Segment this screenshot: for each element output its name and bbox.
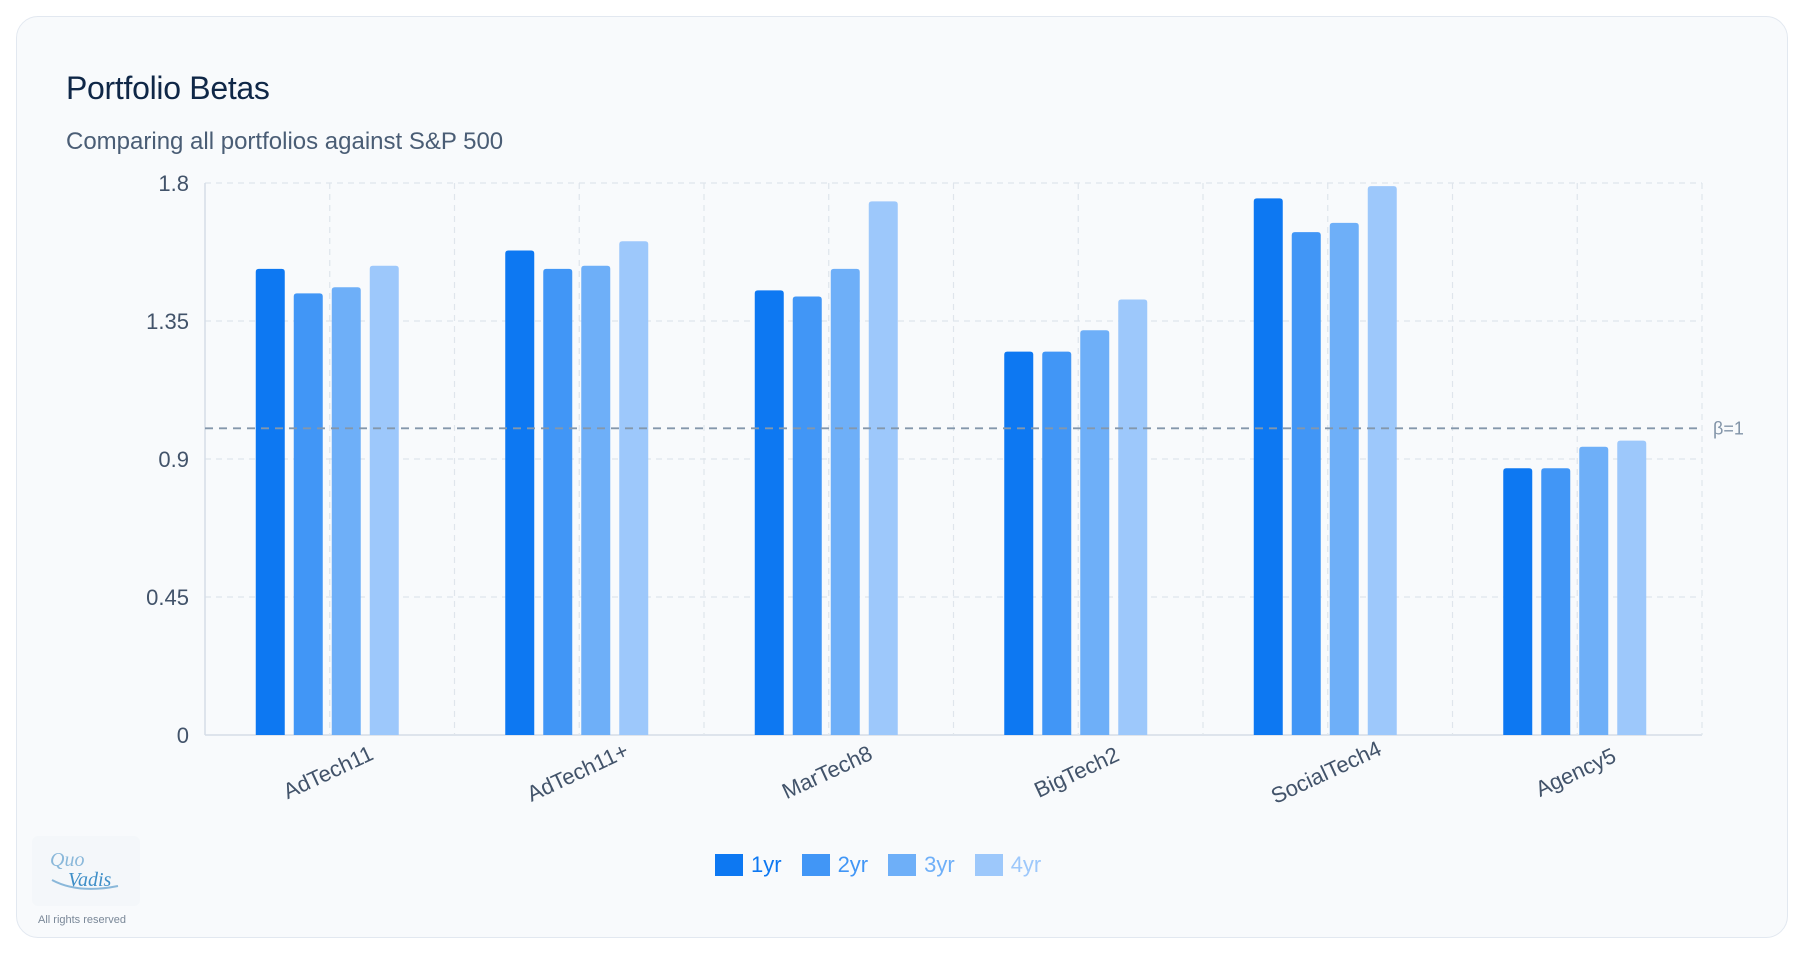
- legend-item-4yr[interactable]: 4yr: [974, 852, 1042, 878]
- bar-3yr-socialtech4[interactable]: [1329, 222, 1359, 735]
- legend-item-2yr[interactable]: 2yr: [801, 852, 869, 878]
- bar-1yr-bigtech2[interactable]: [1004, 351, 1034, 735]
- bar-3yr-bigtech2[interactable]: [1080, 330, 1110, 735]
- bar-2yr-agency5[interactable]: [1541, 468, 1571, 735]
- x-tick-label: AdTech11+: [523, 738, 632, 807]
- x-tick-label: Agency5: [1532, 743, 1620, 802]
- legend-label: 4yr: [1010, 852, 1042, 877]
- y-tick-label: 0.9: [158, 447, 189, 472]
- bar-3yr-martech8[interactable]: [830, 268, 860, 735]
- bar-series: [255, 186, 1647, 736]
- bar-4yr-bigtech2[interactable]: [1118, 299, 1148, 735]
- logo-text-vadis: Vadis: [68, 869, 112, 891]
- beta-reference-label: β=1: [1713, 418, 1744, 438]
- bar-1yr-adtech11[interactable]: [505, 250, 535, 735]
- bar-1yr-adtech11[interactable]: [255, 268, 285, 735]
- rights-text: All rights reserved: [38, 914, 127, 926]
- bar-1yr-martech8[interactable]: [754, 290, 784, 735]
- grid-lines: [204, 182, 1703, 736]
- reference-line-group: β=1: [205, 418, 1744, 438]
- chart-subtitle: Comparing all portfolios against S&P 500: [66, 128, 504, 155]
- bar-2yr-martech8[interactable]: [792, 296, 822, 735]
- bar-4yr-agency5[interactable]: [1617, 440, 1647, 735]
- bar-3yr-adtech11[interactable]: [581, 265, 611, 735]
- legend-label: 3yr: [924, 852, 955, 877]
- bar-1yr-socialtech4[interactable]: [1253, 198, 1283, 736]
- x-tick-label: MarTech8: [778, 740, 876, 803]
- bar-2yr-socialtech4[interactable]: [1291, 232, 1321, 736]
- x-tick-label: SocialTech4: [1267, 736, 1385, 809]
- y-axis: 0 0.45 0.9 1.35 1.8: [146, 171, 189, 748]
- y-tick-label: 1.8: [158, 171, 189, 196]
- quovadis-logo: Quo Vadis: [32, 836, 140, 906]
- y-tick-label: 0: [177, 723, 189, 748]
- bar-4yr-socialtech4[interactable]: [1367, 186, 1397, 736]
- bar-4yr-martech8[interactable]: [868, 201, 898, 735]
- chart-title: Portfolio Betas: [66, 70, 270, 106]
- bar-3yr-adtech11[interactable]: [331, 287, 361, 735]
- legend-swatch: [888, 854, 917, 876]
- bar-4yr-adtech11[interactable]: [369, 265, 399, 735]
- legend-swatch: [715, 854, 743, 876]
- y-tick-label: 1.35: [146, 309, 189, 334]
- bar-1yr-agency5[interactable]: [1503, 468, 1533, 735]
- bar-2yr-bigtech2[interactable]: [1042, 351, 1072, 735]
- bar-4yr-adtech11[interactable]: [619, 241, 649, 735]
- y-tick-label: 0.45: [146, 585, 189, 610]
- logo-text-quo: Quo: [50, 849, 84, 871]
- x-tick-label: BigTech2: [1030, 742, 1123, 803]
- legend-item-1yr[interactable]: 1yr: [715, 852, 782, 878]
- bar-2yr-adtech11[interactable]: [293, 293, 323, 735]
- legend-swatch: [974, 854, 1003, 876]
- legend-swatch: [801, 854, 830, 876]
- x-tick-label: AdTech11: [279, 741, 377, 804]
- bar-2yr-adtech11[interactable]: [543, 268, 573, 735]
- x-axis: AdTech11 AdTech11+ MarTech8 BigTech2 SocialT…: [279, 736, 1619, 809]
- legend-item-3yr[interactable]: 3yr: [888, 852, 955, 878]
- chart-legend: 1yr 2yr 3yr 4yr: [715, 852, 1041, 878]
- bar-3yr-agency5[interactable]: [1579, 446, 1609, 735]
- legend-label: 2yr: [837, 852, 869, 877]
- legend-label: 1yr: [751, 852, 782, 877]
